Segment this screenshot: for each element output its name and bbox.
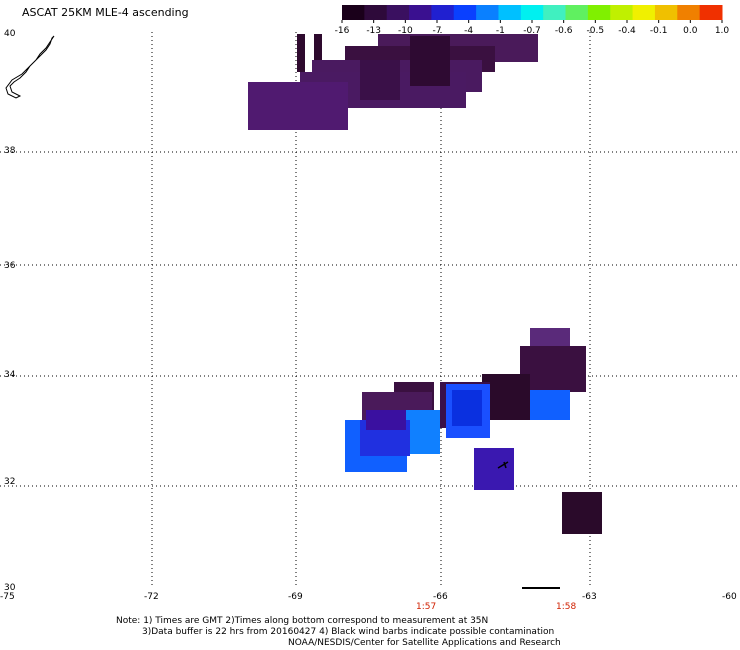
- colorbar-cell: [498, 5, 522, 20]
- swath-north: [248, 34, 538, 130]
- colorbar-tick-label: -0.6: [555, 26, 573, 36]
- colorbar-cell: [520, 5, 544, 20]
- coastline: [5, 35, 55, 99]
- lat-label: 32: [4, 477, 15, 487]
- lat-label: 40: [4, 29, 16, 39]
- colorbar-cell: [543, 5, 567, 20]
- colorbar-ticks: -16 -13 -10 -7 -4 -1 -0.7 -0.6 -0.5 -0.4 -0.1 0.0 1.…: [335, 20, 730, 36]
- colorbar-cell: [476, 5, 499, 20]
- time-label: 1:58: [556, 602, 576, 612]
- lon-label: -72: [144, 592, 159, 602]
- latitude-labels: 40 38 36 34 32 30: [4, 29, 16, 593]
- colorbar-cell: [610, 5, 634, 20]
- wind-barb: [497, 461, 509, 469]
- lon-label: -63: [582, 592, 597, 602]
- colorbar-cell: [632, 5, 656, 20]
- colorbar-tick-label: -13: [366, 26, 381, 36]
- colorbar-tick-label: -16: [335, 26, 350, 36]
- lon-label: -66: [433, 592, 448, 602]
- note-line-3: NOAA/NESDIS/Center for Satellite Applica…: [288, 638, 561, 648]
- longitude-labels: -75 -72 -69 -66 -63 -60: [0, 592, 737, 602]
- colorbar-tick-label: -0.1: [650, 26, 668, 36]
- lon-label: -75: [0, 592, 15, 602]
- colorbar-tick-label: -4: [464, 26, 473, 36]
- colorbar-cell: [409, 5, 432, 20]
- colorbar-tick-label: 1.0: [715, 26, 730, 36]
- colorbar-cell: [565, 5, 589, 20]
- colorbar-cell: [699, 5, 723, 20]
- colorbar-tick-label: -0.7: [523, 26, 541, 36]
- colorbar-tick-label: -10: [398, 26, 413, 36]
- colorbar-tick-label: -0.4: [618, 26, 636, 36]
- lat-label: 30: [4, 583, 16, 593]
- lat-label: 34: [4, 370, 16, 380]
- graticule: [0, 32, 740, 588]
- map-title: ASCAT 25KM MLE-4 ascending: [22, 6, 189, 19]
- colorbar-cell: [364, 5, 388, 20]
- lon-label: -69: [288, 592, 303, 602]
- colorbar-tick-label: -0.5: [587, 26, 605, 36]
- note-line-2: 3)Data buffer is 22 hrs from 20160427 4)…: [142, 627, 555, 637]
- swath-south: [345, 328, 602, 534]
- colorbar-cell: [431, 5, 455, 20]
- lat-label: 38: [4, 146, 16, 156]
- lon-label: -60: [722, 592, 737, 602]
- time-label: 1:57: [416, 602, 436, 612]
- colorbar-cell: [342, 5, 365, 20]
- colorbar-tick-label: -1: [496, 26, 505, 36]
- note-line-1: Note: 1) Times are GMT 2)Times along bot…: [116, 616, 489, 626]
- colorbar-cells: [342, 5, 723, 20]
- colorbar-cell: [386, 5, 410, 20]
- colorbar-cell: [677, 5, 701, 20]
- colorbar-cell: [453, 5, 477, 20]
- colorbar-tick-label: -7: [433, 26, 442, 36]
- colorbar-cell: [587, 5, 611, 20]
- colorbar-tick-label: 0.0: [683, 26, 698, 36]
- colorbar: -16 -13 -10 -7 -4 -1 -0.7 -0.6 -0.5 -0.4 -0.1 0.0 1.…: [335, 5, 730, 36]
- lat-label: 36: [4, 261, 16, 271]
- colorbar-cell: [654, 5, 678, 20]
